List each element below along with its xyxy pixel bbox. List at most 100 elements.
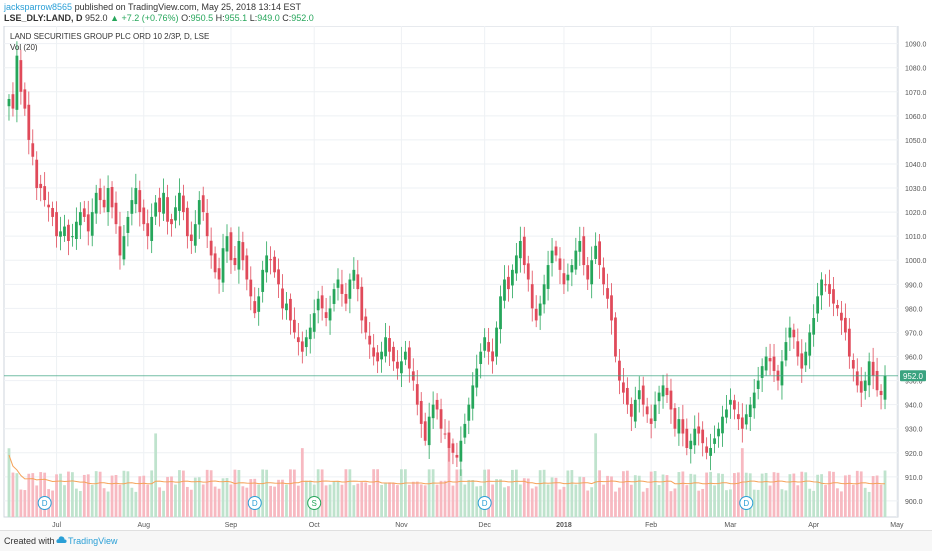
volume-bar	[142, 475, 146, 517]
candle-body	[657, 392, 661, 402]
volume-bar	[764, 472, 768, 517]
volume-bar	[606, 475, 609, 517]
volume-bar	[756, 489, 760, 517]
tradingview-brand[interactable]: TradingView	[68, 536, 118, 546]
candle-body	[78, 212, 82, 226]
candle-body	[360, 286, 364, 321]
candle-body	[467, 404, 471, 421]
volume-bar	[178, 470, 181, 517]
dividend-marker[interactable]	[477, 496, 492, 510]
volume-bar	[435, 484, 439, 517]
candle-body	[871, 361, 875, 376]
volume-bar	[185, 486, 189, 517]
volume-bar	[713, 485, 716, 517]
volume-bar	[82, 474, 86, 517]
volume-bar	[475, 486, 479, 517]
price-tick-label: 910.0	[905, 475, 923, 482]
volume-bar	[269, 485, 272, 517]
time-tick-label: Apr	[808, 522, 820, 529]
candle-body	[27, 104, 31, 140]
volume-bar	[134, 491, 138, 517]
candle-body	[257, 296, 261, 312]
candle-body	[142, 207, 146, 225]
dividend-marker[interactable]	[247, 496, 262, 510]
last-value: 952.0	[85, 13, 108, 23]
high-label: H:	[215, 13, 225, 23]
candle-body	[729, 399, 732, 405]
candle-body	[558, 258, 562, 270]
volume-bar	[840, 491, 843, 517]
candle-body	[443, 433, 447, 435]
candle-body	[669, 390, 673, 410]
candle-body	[859, 381, 863, 393]
price-tick-label: 990.0	[905, 282, 923, 289]
candle-body	[114, 202, 118, 225]
volume-bar	[526, 478, 530, 517]
open-label: O:	[181, 13, 191, 23]
dividend-marker[interactable]	[307, 496, 322, 510]
dividend-marker[interactable]	[739, 496, 754, 510]
candle-body	[665, 387, 669, 396]
price-chart[interactable]: 1090.0 1080.0 1070.0 1060.0 1050.0 1040.0 1030…	[0, 25, 932, 530]
candle-body	[792, 329, 796, 338]
volume-bar	[832, 471, 835, 517]
volume-bar	[538, 470, 542, 517]
volume-bar	[546, 484, 550, 517]
volume-bar	[213, 486, 217, 517]
volume-bar	[836, 488, 839, 517]
volume-bar	[237, 469, 241, 517]
volume-bar	[618, 487, 621, 517]
candle-body	[170, 219, 173, 225]
candle-body	[487, 342, 491, 352]
candle-body	[86, 214, 90, 232]
volume-bar	[851, 484, 855, 517]
volume-bar	[114, 475, 118, 517]
candle-body	[245, 255, 249, 280]
candle-body	[693, 428, 697, 446]
candle-body	[717, 428, 720, 437]
volume-bar	[598, 470, 601, 517]
volume-bar	[843, 475, 847, 517]
time-tick-label: May	[890, 522, 904, 529]
candle-body	[756, 380, 760, 389]
candle-body	[709, 447, 712, 456]
volume-bar	[31, 473, 35, 517]
volume-bar	[7, 448, 11, 517]
candle-body	[610, 295, 613, 321]
candle-body	[174, 207, 177, 221]
volume-bar	[661, 474, 665, 517]
dividend-marker[interactable]	[37, 496, 52, 510]
candle-body	[546, 265, 550, 289]
volume-bar	[130, 487, 134, 517]
candle-body	[673, 408, 677, 429]
author-link[interactable]: jacksparrow8565	[4, 2, 73, 12]
candle-body	[748, 404, 752, 417]
volume-bar	[796, 485, 800, 517]
volume-bar	[867, 491, 871, 517]
candle-body	[594, 245, 598, 259]
volume-bar	[812, 490, 816, 517]
volume-bar	[875, 475, 879, 517]
candle-body	[23, 89, 27, 109]
candle-body	[800, 353, 804, 369]
volume-bar	[518, 484, 522, 517]
candle-body	[780, 361, 784, 386]
candle-body	[629, 404, 633, 417]
candle-body	[622, 382, 625, 393]
candle-body	[475, 368, 479, 388]
volume-bar	[320, 469, 324, 517]
volume-bar	[23, 490, 27, 517]
candle-body	[146, 223, 150, 237]
close-label: C:	[282, 13, 292, 23]
volume-bar	[534, 486, 538, 517]
volume-bar	[439, 480, 443, 517]
volume-bar	[348, 469, 352, 517]
candle-body	[463, 423, 467, 438]
volume-bar	[19, 489, 23, 517]
volume-bar	[193, 477, 197, 517]
volume-bar	[217, 488, 221, 517]
price-tick-label: 1080.0	[905, 66, 927, 73]
candle-body	[867, 361, 871, 386]
volume-bar	[451, 485, 455, 517]
chart-frame[interactable]: 1090.0 1080.0 1070.0 1060.0 1050.0 1040.0 1030…	[0, 25, 932, 530]
